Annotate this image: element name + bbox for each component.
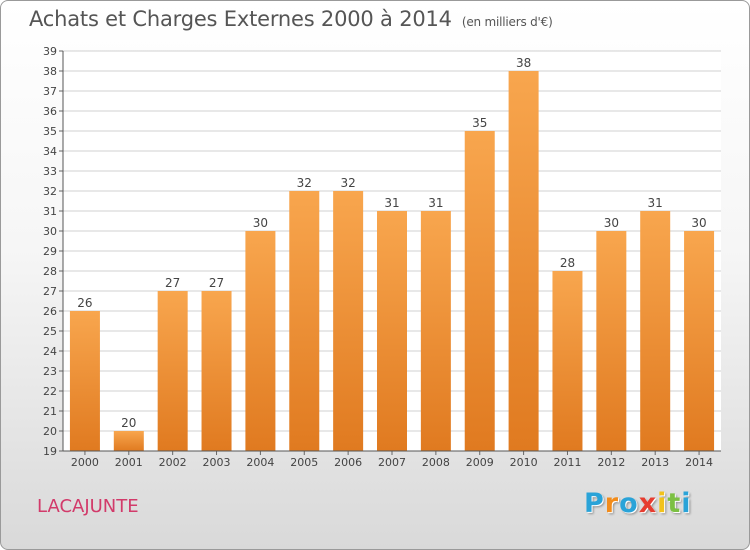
- chart-title-text: Achats et Charges Externes 2000 à 2014: [29, 7, 452, 31]
- axes: [62, 51, 721, 452]
- value-label: 28: [560, 256, 575, 270]
- value-label: 38: [516, 56, 531, 70]
- x-tick-label: 2012: [597, 456, 625, 469]
- x-tick-label: 2005: [290, 456, 318, 469]
- y-tick-label: 26: [43, 305, 57, 318]
- bars: 26 20 27 27 30 32 32 31 31 35 38 28 30 31 30: [69, 56, 715, 451]
- proxiti-logo: Proxiti: [584, 488, 692, 519]
- y-tick-label: 32: [43, 185, 57, 198]
- bar: [552, 271, 583, 451]
- y-tick-label: 27: [43, 285, 57, 298]
- value-label: 27: [209, 276, 224, 290]
- value-label: 31: [384, 196, 399, 210]
- logo-letter: i: [681, 488, 692, 519]
- y-tick-label: 20: [43, 425, 57, 438]
- value-label: 20: [121, 416, 136, 430]
- bar: [464, 131, 495, 451]
- y-tick-label: 31: [43, 205, 57, 218]
- y-tick-label: 33: [43, 165, 57, 178]
- value-label: 26: [77, 296, 92, 310]
- commune-name: LACAJUNTE: [37, 496, 139, 517]
- logo-letter: i: [657, 488, 668, 519]
- bar: [113, 431, 144, 451]
- x-tick-label: 2008: [422, 456, 450, 469]
- value-label: 35: [472, 116, 487, 130]
- x-tick-label: 2014: [685, 456, 713, 469]
- bar: [684, 231, 715, 451]
- value-label: 30: [253, 216, 268, 230]
- y-tick-label: 19: [43, 445, 57, 458]
- y-axis-ticks: 19 20 21 22 23 24 25 26 27 28 29 30 31 32 33 34 35 36 37 38…: [43, 45, 63, 458]
- logo-letter: x: [638, 488, 658, 519]
- y-tick-label: 22: [43, 385, 57, 398]
- bar: [201, 291, 232, 451]
- y-tick-label: 36: [43, 105, 57, 118]
- logo-letter: o: [619, 488, 639, 519]
- x-tick-label: 2013: [641, 456, 669, 469]
- x-axis-ticks: 2000 2001 2002 2003 2004 2005 2006 2007 2008 2009…: [71, 451, 713, 469]
- y-tick-label: 23: [43, 365, 57, 378]
- y-tick-label: 39: [43, 45, 57, 58]
- bar: [245, 231, 276, 451]
- x-tick-label: 2004: [246, 456, 274, 469]
- logo-letter: r: [604, 488, 620, 519]
- x-tick-label: 2002: [159, 456, 187, 469]
- y-tick-label: 34: [43, 145, 57, 158]
- y-tick-label: 25: [43, 325, 57, 338]
- value-label: 30: [691, 216, 706, 230]
- logo-letter: P: [584, 488, 605, 519]
- bar: [157, 291, 188, 451]
- x-tick-label: 2010: [510, 456, 538, 469]
- value-label: 30: [604, 216, 619, 230]
- bar: [420, 211, 451, 451]
- bar: [508, 71, 539, 451]
- x-tick-label: 2006: [334, 456, 362, 469]
- logo-letter: t: [667, 488, 682, 519]
- y-tick-label: 29: [43, 245, 57, 258]
- y-tick-label: 37: [43, 85, 57, 98]
- value-label: 32: [340, 176, 355, 190]
- bar: [377, 211, 407, 451]
- y-tick-label: 30: [43, 225, 57, 238]
- bar: [69, 311, 100, 451]
- chart-title: Achats et Charges Externes 2000 à 2014 (e…: [29, 7, 553, 31]
- x-tick-label: 2000: [71, 456, 99, 469]
- x-tick-label: 2001: [115, 456, 143, 469]
- value-label: 31: [648, 196, 663, 210]
- bar: [333, 191, 364, 451]
- y-tick-label: 28: [43, 265, 57, 278]
- value-label: 27: [165, 276, 180, 290]
- y-tick-label: 21: [43, 405, 57, 418]
- y-tick-label: 38: [43, 65, 57, 78]
- chart-unit: (en milliers d'€): [461, 15, 553, 29]
- y-tick-label: 35: [43, 125, 57, 138]
- x-tick-label: 2011: [553, 456, 581, 469]
- x-tick-label: 2003: [203, 456, 231, 469]
- value-label: 32: [297, 176, 312, 190]
- bar: [596, 231, 627, 451]
- bar: [289, 191, 320, 451]
- x-tick-label: 2007: [378, 456, 406, 469]
- value-label: 31: [428, 196, 443, 210]
- bar: [640, 211, 671, 451]
- x-tick-label: 2009: [466, 456, 494, 469]
- y-tick-label: 24: [43, 345, 57, 358]
